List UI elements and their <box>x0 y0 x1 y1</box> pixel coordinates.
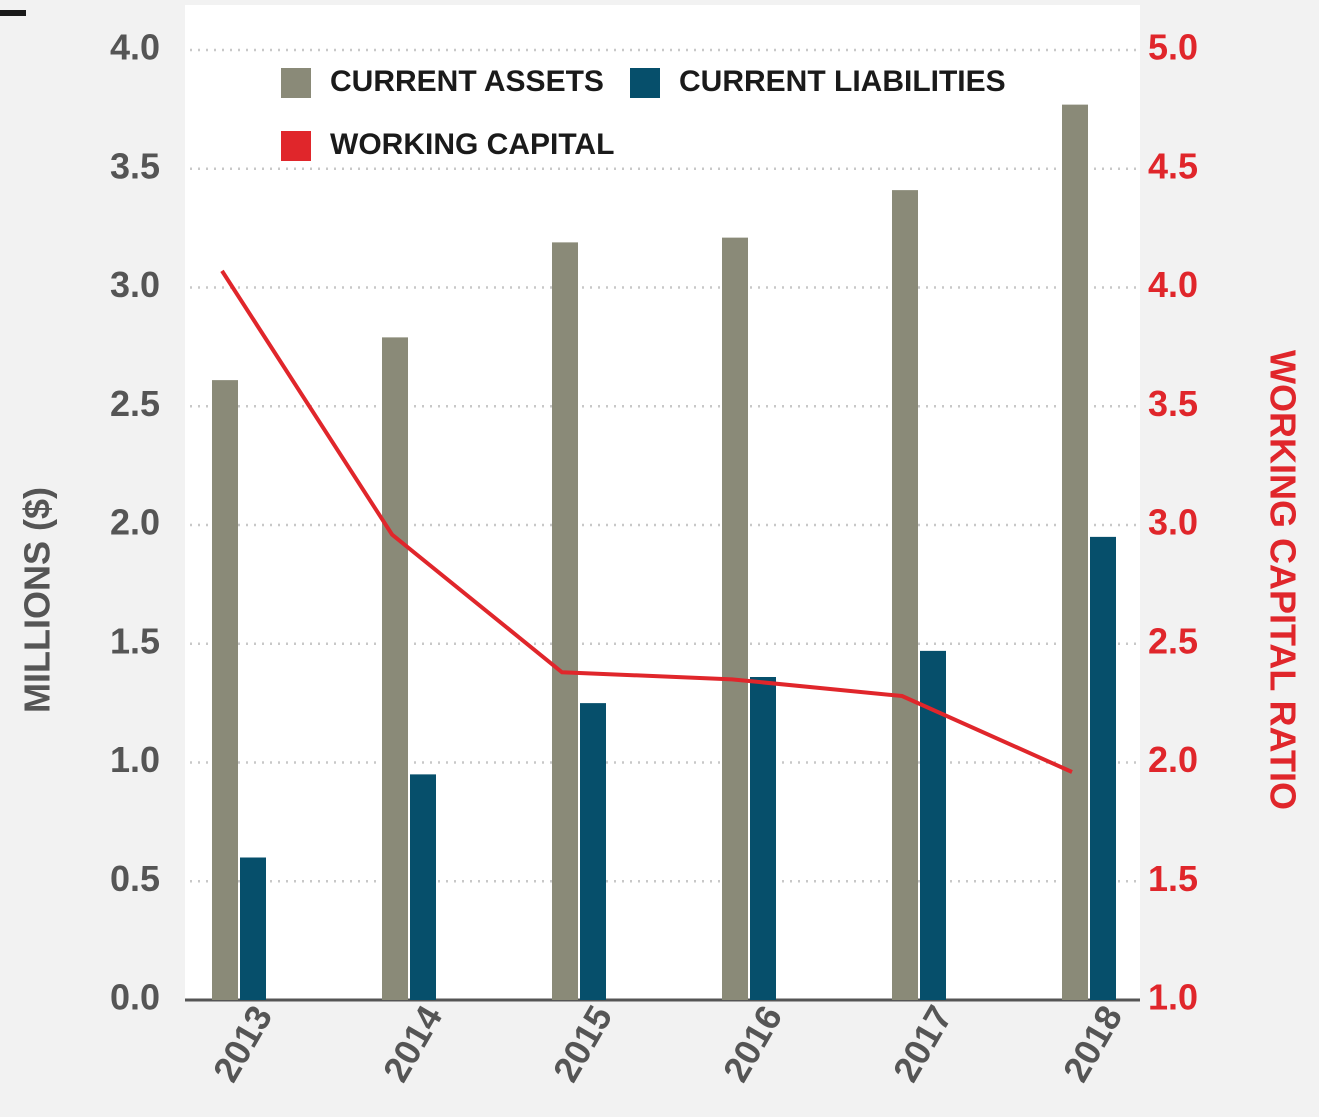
y2ticks-label: 3.0 <box>1148 502 1198 543</box>
x-tick-label: 2016 <box>715 999 791 1089</box>
yticks-label: 0.5 <box>110 858 160 899</box>
y2ticks-label: 4.5 <box>1148 145 1198 186</box>
legend-label: CURRENT ASSETS <box>330 65 604 98</box>
yticks-label: 3.5 <box>110 145 160 186</box>
yticks-label: 4.0 <box>110 27 160 68</box>
y2-axis-label: WORKING CAPITAL RATIO <box>1262 350 1303 810</box>
x-tick-label: 2013 <box>205 999 281 1089</box>
bar <box>410 774 436 1000</box>
y-axis-label: MILLIONS ($) <box>17 487 58 713</box>
bar <box>750 677 776 1000</box>
legend-label: CURRENT LIABILITIES <box>679 65 1006 98</box>
corner-mark <box>0 10 26 16</box>
x-tick-label: 2018 <box>1055 999 1131 1089</box>
legend-swatch <box>281 68 311 98</box>
legend-swatch <box>630 68 660 98</box>
bar <box>382 337 408 1000</box>
yticks-label: 2.0 <box>110 502 160 543</box>
y2ticks-label: 4.0 <box>1148 264 1198 305</box>
line <box>220 269 1073 774</box>
y2ticks-label: 1.5 <box>1148 858 1198 899</box>
bar <box>552 242 578 1000</box>
yticks-label: 2.5 <box>110 383 160 424</box>
bar <box>240 857 266 1000</box>
y2ticks-label: 2.5 <box>1148 620 1198 661</box>
plot-area <box>185 5 1140 1000</box>
x-tick-label: 2014 <box>375 999 451 1089</box>
bar <box>212 380 238 1000</box>
legend-swatch <box>281 131 311 161</box>
legend-label: WORKING CAPITAL <box>330 128 614 161</box>
x-tick-label: 2015 <box>545 999 621 1089</box>
y2ticks-label: 1.0 <box>1148 977 1198 1018</box>
bar <box>1062 104 1088 1000</box>
yticks-label: 3.0 <box>110 264 160 305</box>
yticks-label: 1.0 <box>110 739 160 780</box>
bar <box>920 650 946 1000</box>
yticks-label: 0.0 <box>110 977 160 1018</box>
bar <box>892 190 918 1000</box>
bar <box>580 703 606 1000</box>
y2ticks-label: 5.0 <box>1148 27 1198 68</box>
x-tick-label: 2017 <box>885 999 961 1089</box>
y2ticks-label: 2.0 <box>1148 739 1198 780</box>
y2ticks-label: 3.5 <box>1148 383 1198 424</box>
bar <box>722 237 748 1000</box>
bar <box>1090 536 1116 1000</box>
yticks-label: 1.5 <box>110 620 160 661</box>
